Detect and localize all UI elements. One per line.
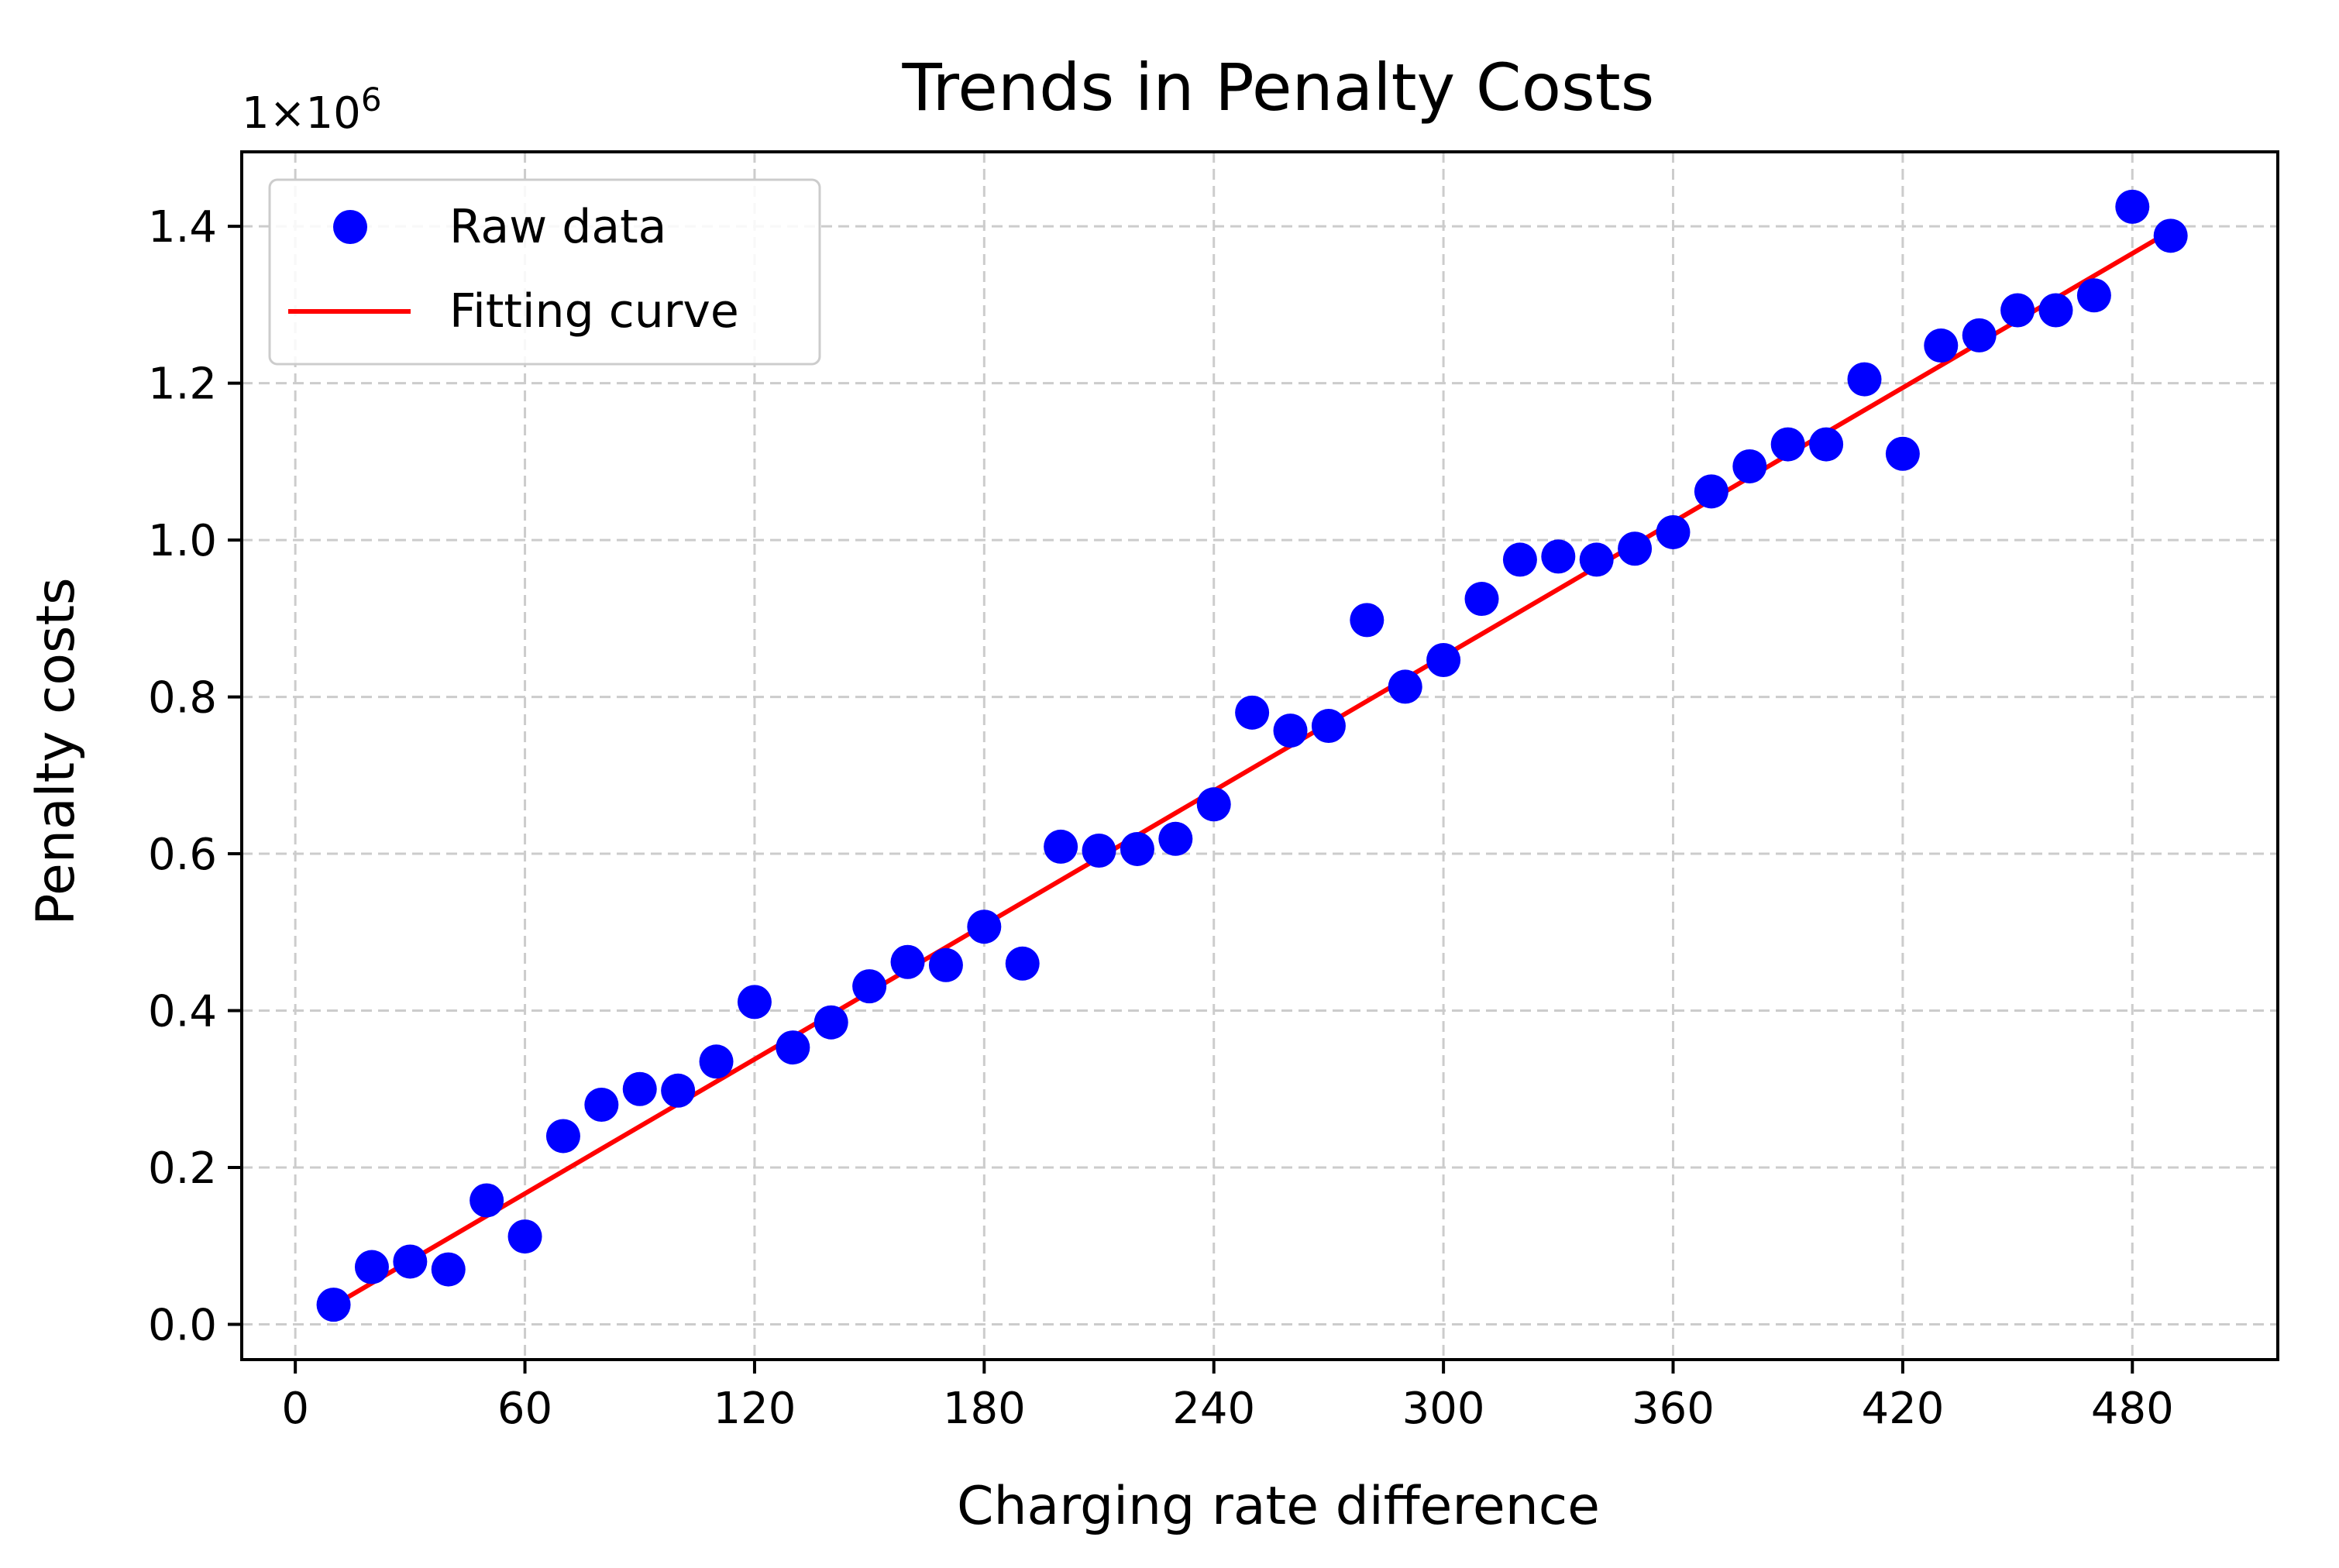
raw-data-point <box>1426 642 1461 677</box>
legend: Raw data Fitting curve <box>268 178 821 366</box>
raw-data-point <box>1120 831 1154 866</box>
raw-data-point <box>776 1030 810 1065</box>
raw-data-point <box>431 1252 466 1287</box>
raw-data-point <box>2115 189 2150 224</box>
raw-data-point <box>316 1288 351 1322</box>
raw-data-point <box>1847 362 1882 397</box>
raw-data-point <box>2153 218 2188 253</box>
raw-data-point <box>890 944 925 979</box>
raw-data-point <box>1541 539 1576 574</box>
legend-raw-data-label: Raw data <box>449 200 666 254</box>
y-axis-multiplier: 1×106 <box>242 81 382 139</box>
raw-data-point <box>2038 293 2073 328</box>
raw-data-point <box>622 1071 657 1106</box>
legend-raw-data-marker <box>333 210 367 244</box>
y-axis-multiplier-base: 1×10 <box>242 88 361 139</box>
legend-box <box>268 178 821 366</box>
raw-data-point <box>2076 278 2111 313</box>
raw-data-point <box>1809 427 1844 462</box>
y-tick-label: 0.4 <box>148 987 217 1037</box>
raw-data-point <box>1158 821 1193 856</box>
raw-data-points <box>316 189 2188 1322</box>
raw-data-point <box>967 910 1002 944</box>
raw-data-point <box>813 1005 848 1040</box>
raw-data-point <box>1962 318 1997 352</box>
x-axis-label: Charging rate difference <box>957 1476 1600 1537</box>
raw-data-point <box>1350 603 1384 638</box>
raw-data-point <box>1502 542 1537 577</box>
y-axis-ticks: 0.0 0.2 0.4 0.6 0.8 1.0 1.2 1.4 <box>148 202 242 1350</box>
raw-data-point <box>1235 695 1270 730</box>
y-tick-label: 1.0 <box>148 516 217 566</box>
x-tick-label: 420 <box>1861 1384 1944 1434</box>
raw-data-point <box>1694 474 1728 509</box>
raw-data-point <box>354 1250 389 1284</box>
x-tick-label: 240 <box>1172 1384 1255 1434</box>
raw-data-point <box>852 969 887 1004</box>
y-axis-multiplier-exponent: 6 <box>361 81 382 119</box>
x-tick-label: 180 <box>943 1384 1026 1434</box>
raw-data-point <box>737 985 772 1020</box>
raw-data-point <box>661 1073 696 1108</box>
fitting-curve-line <box>332 229 2172 1308</box>
y-tick-label: 0.0 <box>148 1300 217 1350</box>
chart-title: Trends in Penalty Costs <box>902 50 1655 126</box>
raw-data-point <box>1388 669 1422 704</box>
y-tick-label: 0.8 <box>148 673 217 724</box>
raw-data-point <box>1579 542 1614 577</box>
grid <box>242 152 2278 1360</box>
raw-data-point <box>1464 582 1499 617</box>
raw-data-point <box>928 947 963 982</box>
raw-data-point <box>2000 293 2035 328</box>
x-tick-label: 480 <box>2091 1384 2174 1434</box>
raw-data-point <box>1196 787 1231 822</box>
x-tick-label: 120 <box>713 1384 796 1434</box>
raw-data-point <box>1924 328 1959 363</box>
raw-data-point <box>1082 833 1116 868</box>
raw-data-point <box>1618 531 1653 566</box>
fitting-curve-layer <box>332 229 2172 1308</box>
plot-area-frame <box>240 150 2279 1361</box>
raw-data-point <box>1273 714 1308 748</box>
raw-data-point <box>507 1219 542 1254</box>
raw-data-point <box>584 1087 619 1122</box>
raw-data-point <box>1732 449 1767 483</box>
raw-data-point <box>1885 436 1920 471</box>
raw-data-point <box>1311 709 1346 744</box>
raw-data-point <box>545 1119 580 1154</box>
x-tick-label: 60 <box>497 1384 552 1434</box>
raw-data-point <box>1656 514 1691 549</box>
raw-data-point <box>393 1244 428 1279</box>
y-tick-label: 0.6 <box>148 830 217 880</box>
legend-fitting-curve-label: Fitting curve <box>449 284 739 339</box>
y-tick-label: 0.2 <box>148 1143 217 1194</box>
x-tick-label: 300 <box>1402 1384 1485 1434</box>
y-axis-label: Penalty costs <box>26 577 87 925</box>
x-tick-label: 360 <box>1632 1384 1715 1434</box>
raw-data-point <box>1044 829 1078 864</box>
y-tick-label: 1.4 <box>148 202 217 253</box>
raw-data-point <box>699 1044 734 1079</box>
x-tick-label: 0 <box>281 1384 309 1434</box>
y-tick-label: 1.2 <box>148 359 217 410</box>
x-axis-ticks: 0 60 120 180 240 300 360 420 480 <box>281 1360 2174 1434</box>
raw-data-point <box>1005 946 1040 981</box>
raw-data-point <box>470 1183 504 1218</box>
raw-data-point <box>1770 427 1805 462</box>
